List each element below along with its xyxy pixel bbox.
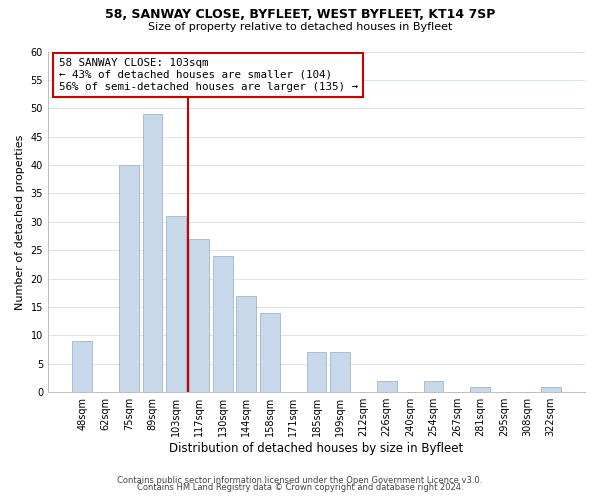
Bar bbox=[143, 114, 163, 392]
Bar bbox=[307, 352, 326, 392]
Text: 58, SANWAY CLOSE, BYFLEET, WEST BYFLEET, KT14 7SP: 58, SANWAY CLOSE, BYFLEET, WEST BYFLEET,… bbox=[105, 8, 495, 20]
Text: Size of property relative to detached houses in Byfleet: Size of property relative to detached ho… bbox=[148, 22, 452, 32]
Bar bbox=[424, 381, 443, 392]
Bar bbox=[470, 386, 490, 392]
Bar bbox=[377, 381, 397, 392]
Bar bbox=[119, 165, 139, 392]
Bar bbox=[73, 341, 92, 392]
Bar bbox=[166, 216, 186, 392]
X-axis label: Distribution of detached houses by size in Byfleet: Distribution of detached houses by size … bbox=[169, 442, 464, 455]
Bar bbox=[260, 312, 280, 392]
Bar bbox=[190, 239, 209, 392]
Text: Contains public sector information licensed under the Open Government Licence v3: Contains public sector information licen… bbox=[118, 476, 482, 485]
Bar bbox=[213, 256, 233, 392]
Bar bbox=[236, 296, 256, 392]
Text: Contains HM Land Registry data © Crown copyright and database right 2024.: Contains HM Land Registry data © Crown c… bbox=[137, 484, 463, 492]
Y-axis label: Number of detached properties: Number of detached properties bbox=[15, 134, 25, 310]
Bar bbox=[330, 352, 350, 392]
Text: 58 SANWAY CLOSE: 103sqm
← 43% of detached houses are smaller (104)
56% of semi-d: 58 SANWAY CLOSE: 103sqm ← 43% of detache… bbox=[59, 58, 358, 92]
Bar bbox=[541, 386, 560, 392]
